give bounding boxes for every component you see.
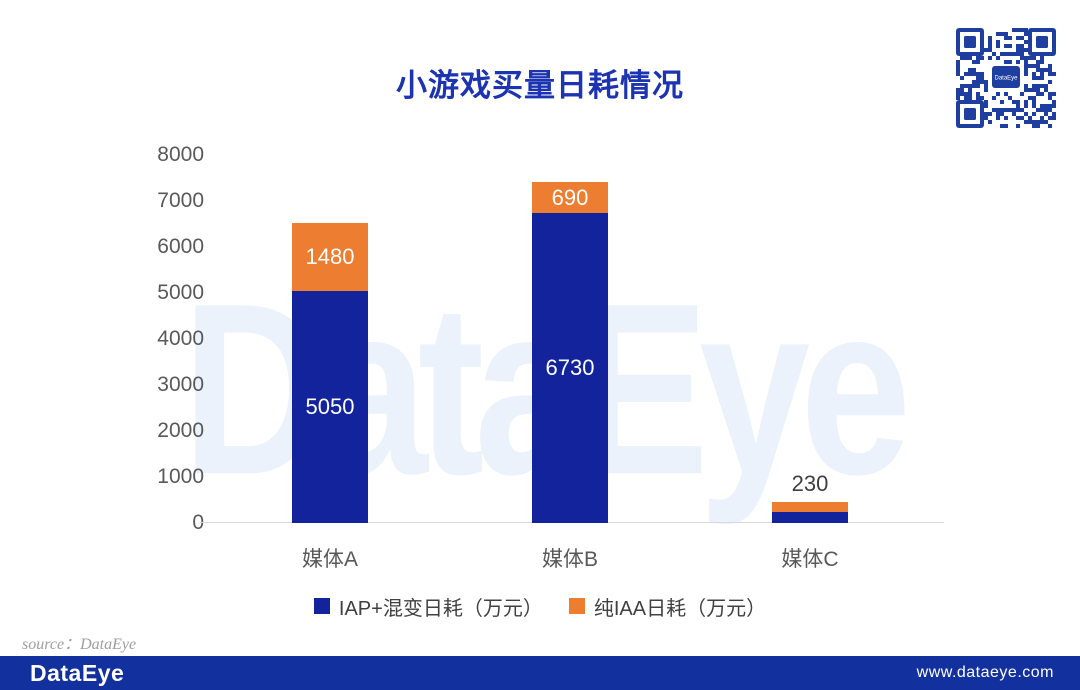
y-tick-label: 6000: [157, 235, 204, 258]
legend-item: IAP+混变日耗（万元）: [313, 592, 543, 621]
y-tick-label: 8000: [157, 143, 204, 166]
y-tick-label: 7000: [157, 189, 204, 212]
legend-label: 纯IAA日耗（万元）: [593, 597, 767, 620]
legend-swatch: [313, 598, 330, 614]
bar-segment-pure-iaa: 1480: [292, 222, 368, 291]
bar-segment-iap-mixed: 5050: [292, 290, 368, 523]
y-tick-label: 0: [192, 511, 204, 534]
bar-value-label: 690: [551, 184, 589, 210]
footer-bar: DataEye www.dataeye.com: [0, 656, 1080, 690]
chart-legend: IAP+混变日耗（万元） 纯IAA日耗（万元）: [0, 592, 1080, 620]
bar-segment-iap-mixed: [772, 512, 848, 523]
y-tick-label: 2000: [157, 419, 204, 442]
bar-value-label-above: 230: [791, 470, 829, 496]
qr-code: DataEye: [956, 28, 1056, 128]
x-axis-category-label: 媒体B: [541, 548, 598, 571]
x-axis-category-label: 媒体A: [301, 548, 358, 571]
source-label: source：DataEye: [22, 636, 137, 653]
chart-title: 小游戏买量日耗情况: [396, 68, 684, 103]
bar-segment-pure-iaa: [772, 501, 848, 513]
legend-swatch: [568, 598, 585, 614]
chart-plot-area: 5050 1480 6730 690 230: [200, 155, 944, 523]
bar-segment-pure-iaa: 690: [532, 181, 608, 214]
dataeye-logo: DataEye: [30, 659, 125, 686]
y-tick-label: 5000: [157, 281, 204, 304]
svg-text:DataEye: DataEye: [994, 76, 1018, 82]
x-axis-category-label: 媒体C: [781, 548, 839, 571]
y-tick-label: 4000: [157, 327, 204, 350]
bar-value-label: 1480: [305, 243, 355, 269]
bar-value-label: 6730: [545, 355, 595, 381]
bar-segment-iap-mixed: 6730: [532, 213, 608, 523]
y-tick-label: 3000: [157, 373, 204, 396]
y-axis: 0 1000 2000 3000 4000 5000 6000 7000 8000: [120, 0, 204, 690]
legend-item: 纯IAA日耗（万元）: [568, 592, 767, 621]
bar-value-label: 5050: [305, 393, 355, 419]
legend-label: IAP+混变日耗（万元）: [338, 597, 543, 620]
footer-website: www.dataeye.com: [916, 664, 1054, 681]
y-tick-label: 1000: [157, 465, 204, 488]
